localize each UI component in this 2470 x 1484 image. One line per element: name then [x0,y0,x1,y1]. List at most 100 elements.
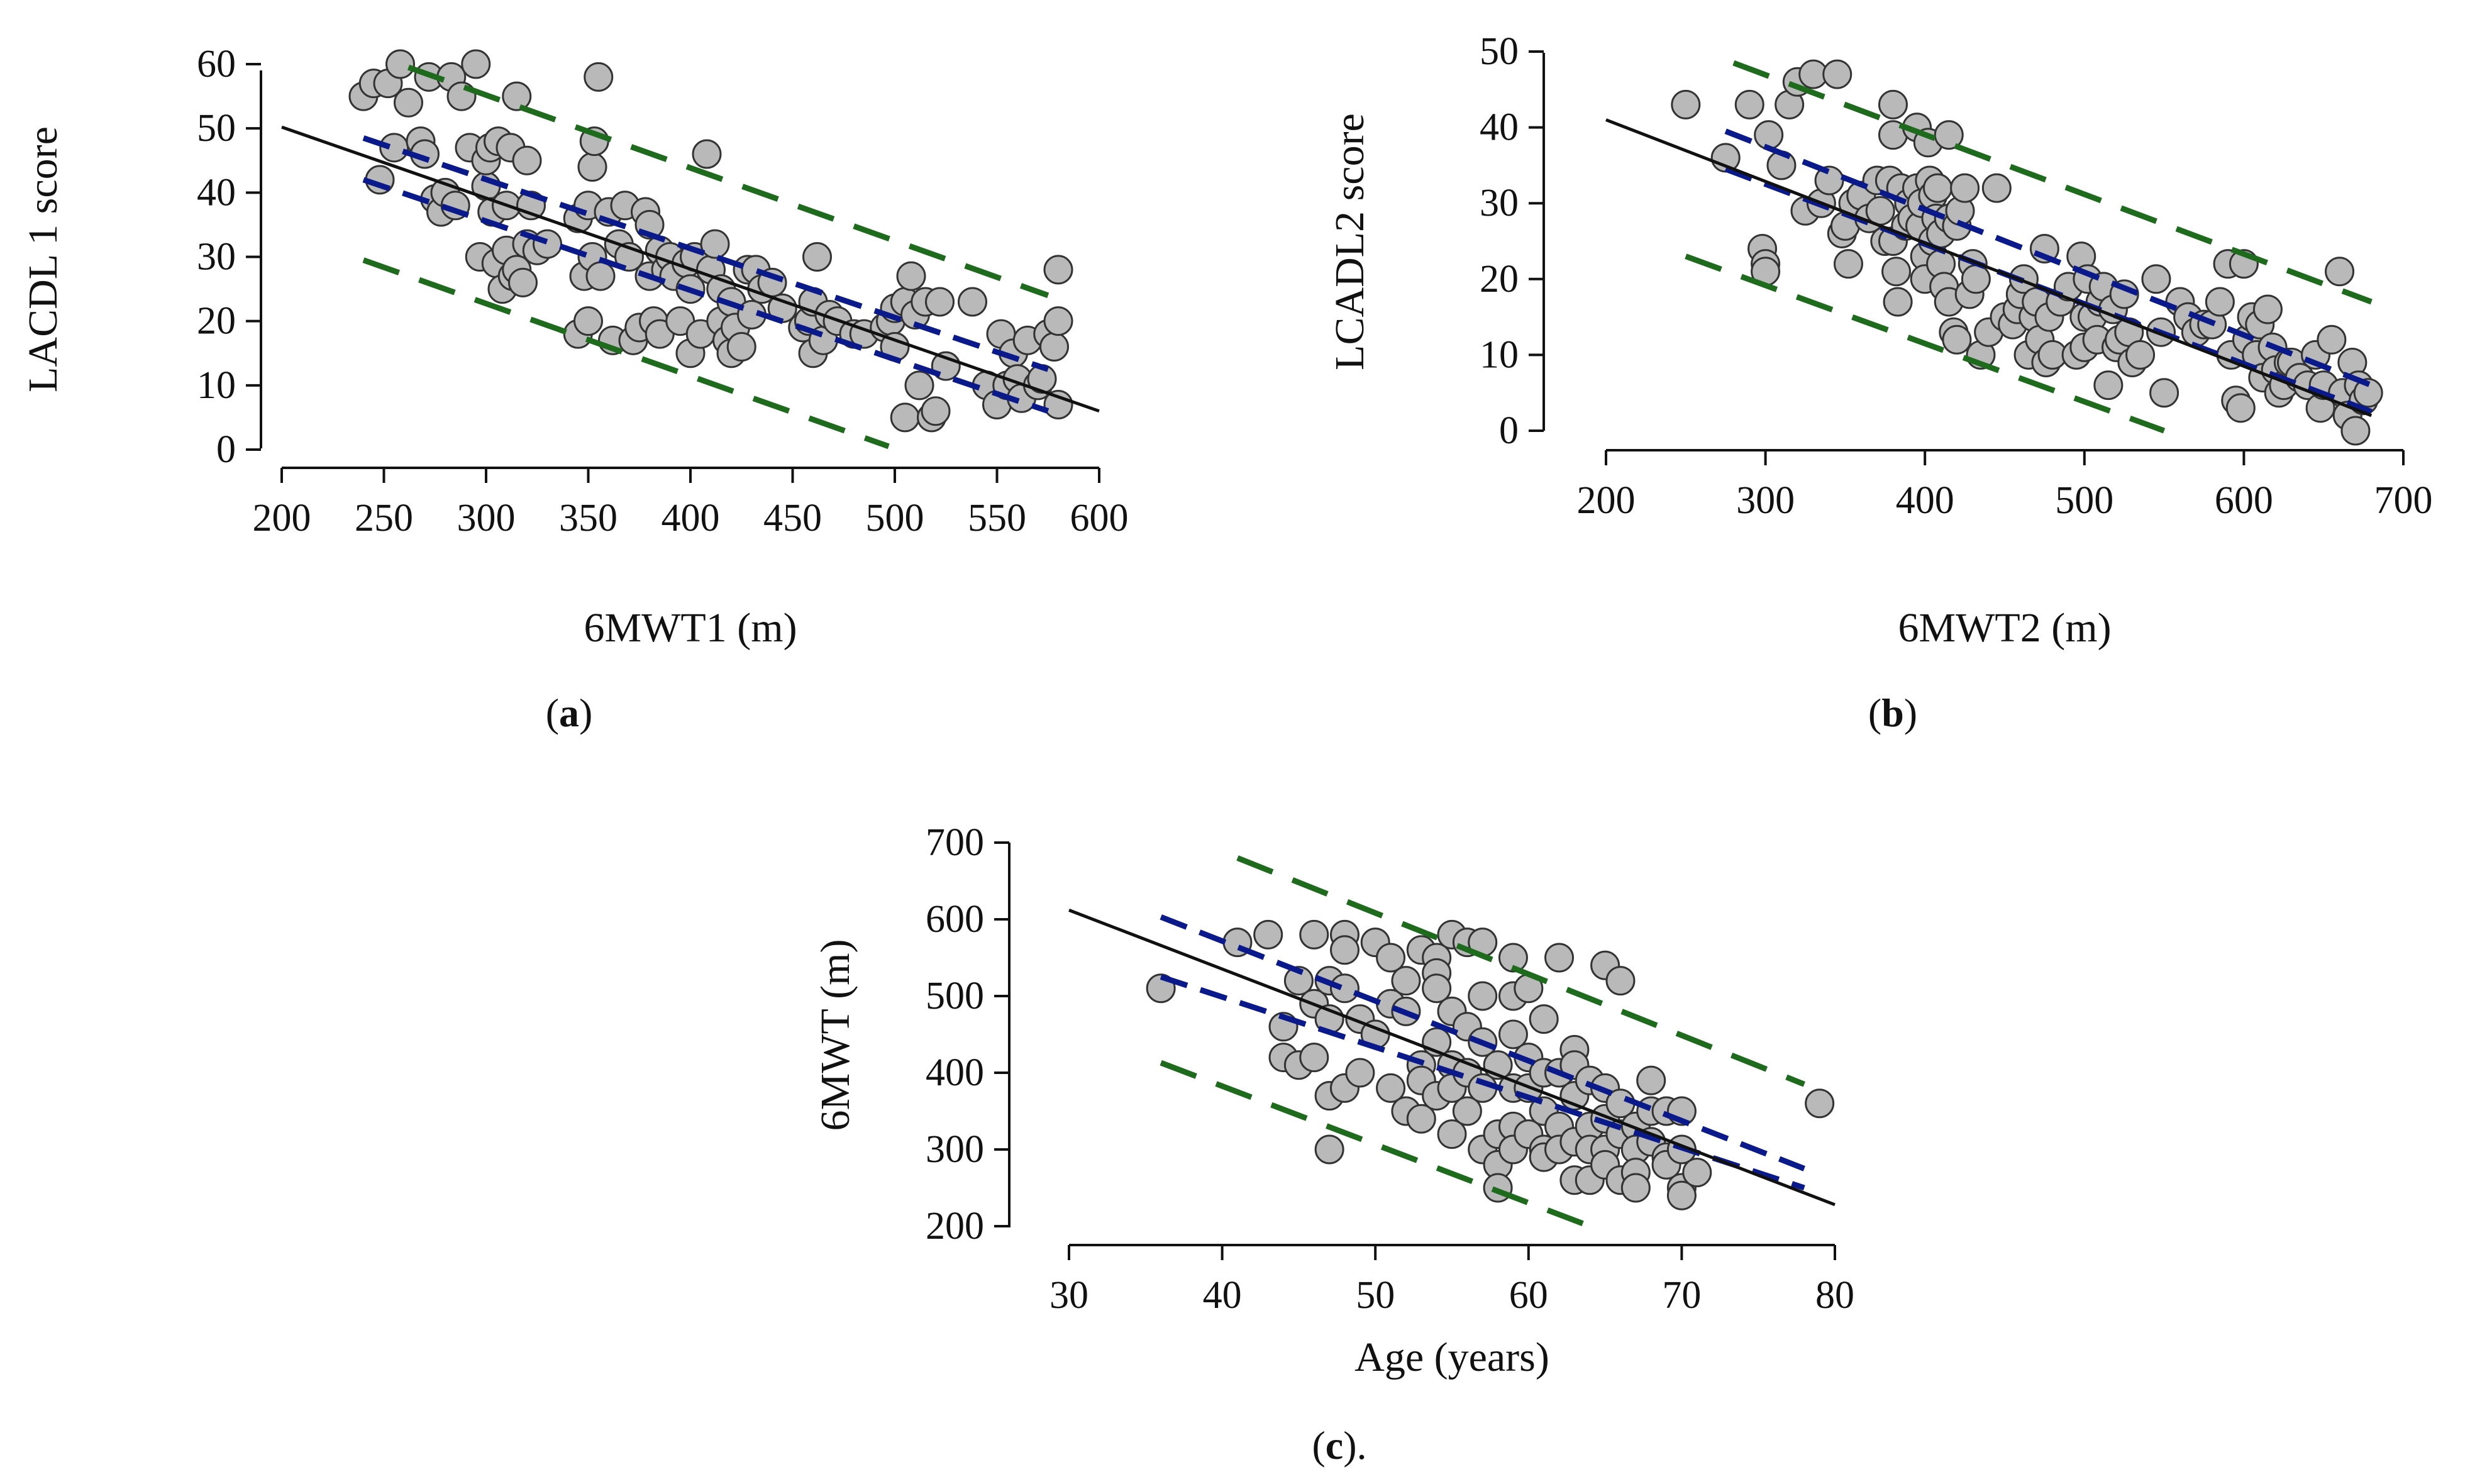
c-data-point [1314,1134,1344,1165]
panel-b-chart: 200 300 400 500 600 700 0 10 20 30 40 50 6MWT2 (m) LC… [1327,30,2433,735]
b-data-point [1961,264,1991,294]
a-data-point [394,87,423,118]
c-data-point [1253,919,1283,950]
b-data-point [2353,378,2383,408]
a-x-tick-label: 250 [355,497,413,540]
c-data-point [1498,943,1528,973]
b-x-axis-title: 6MWT2 (m) [1898,605,2111,651]
c-data-point [1299,1043,1329,1073]
b-prediction-band-lower [1685,253,2166,434]
b-x-tick-label: 200 [1577,479,1636,522]
c-y-tick-label: 600 [926,898,984,941]
c-data-point [1544,943,1575,973]
c-data-point [1422,973,1452,1004]
a-data-point [584,62,614,92]
a-x-tick-label: 400 [662,497,720,540]
a-data-point [904,370,934,401]
b-confidence-band-upper [1724,128,2373,388]
b-data-point [1833,249,1863,279]
a-y-tick-label: 0 [216,428,236,471]
b-data-point [2125,340,2156,370]
a-y-tick-label: 40 [197,171,236,214]
c-y-tick-label: 400 [926,1051,984,1094]
c-data-point [1345,1058,1375,1088]
c-x-tick-label: 50 [1356,1274,1395,1317]
b-data-point [2325,257,2355,287]
c-data-point [1283,966,1314,996]
b-y-tick-label: 10 [1480,333,1519,376]
b-data-point [1922,173,1952,203]
a-confidence-band-lower [362,177,1049,414]
a-data-point [925,287,955,317]
b-y-tick-label: 20 [1480,258,1519,301]
b-data-point [2141,264,2171,294]
c-x-tick-label: 80 [1815,1274,1854,1317]
c-y-tick-label: 200 [926,1205,984,1248]
a-data-point [1043,255,1073,285]
a-data-point [385,49,415,79]
c-panel-caption: (c). [1312,1423,1366,1468]
b-x-tick-label: 500 [2055,479,2113,522]
c-data-point [1805,1088,1835,1119]
a-x-axis-title: 6MWT1 (m) [584,605,797,651]
a-y-tick-label: 30 [197,236,236,279]
a-data-point [508,267,538,297]
a-data-point [461,49,491,79]
a-data-point [573,306,603,336]
b-data-point [1754,120,1784,150]
a-y-tick-label: 60 [197,43,236,86]
b-x-tick-label: 400 [1896,479,1954,522]
a-prediction-band-lower [362,257,890,450]
b-data-point [1881,257,1912,287]
c-confidence-band-upper [1160,914,1805,1171]
c-prediction-band-lower [1160,1060,1591,1229]
a-regression-line [281,125,1100,413]
b-y-tick-label: 50 [1480,30,1519,73]
b-data-point [1814,165,1844,196]
b-panel-caption: (b) [1868,690,1917,735]
b-regression-line [1605,118,2373,418]
b-data-point [1822,59,1852,89]
a-data-point [726,332,756,362]
b-data-point [2317,324,2347,355]
a-x-tick-label: 200 [253,497,311,540]
c-data-point [1620,1173,1651,1203]
a-data-point [890,402,920,433]
c-data-point [1529,1004,1559,1034]
a-panel-caption: (a) [546,690,593,735]
c-prediction-band-upper [1236,855,1805,1087]
a-x-tick-label: 350 [559,497,618,540]
a-y-tick-label: 50 [197,107,236,150]
b-x-tick-label: 700 [2374,479,2433,522]
a-data-point [512,145,542,175]
b-x-tick-label: 300 [1736,479,1795,522]
c-data-point [1391,966,1421,996]
a-data-point [700,229,730,259]
a-data-point [921,396,951,426]
b-data-point [1671,89,1701,119]
a-data-point [585,261,616,291]
b-data-point [2149,378,2179,408]
c-x-tick-label: 40 [1203,1274,1242,1317]
b-data-point [2225,393,2256,423]
c-data-point [1437,1119,1467,1149]
a-x-tick-label: 600 [1070,497,1129,540]
c-data-point [1452,1096,1482,1126]
b-y-tick-label: 40 [1480,106,1519,149]
a-confidence-band-upper [362,135,1049,372]
a-data-point [1039,332,1069,362]
c-y-axis-title: 6MWT (m) [812,939,858,1131]
a-x-tick-label: 550 [968,497,1026,540]
a-data-point [577,152,607,182]
c-x-tick-label: 70 [1662,1274,1701,1317]
c-data-point [1299,919,1329,950]
a-data-point [1043,306,1073,336]
c-data-point [1636,1065,1666,1095]
panel-c-chart: 30 40 50 60 70 80 200 300 400 500 600 700 Age (years… [812,821,1854,1468]
b-x-tick-label: 600 [2215,479,2273,522]
a-x-tick-label: 300 [457,497,516,540]
c-y-tick-label: 300 [926,1128,984,1171]
a-data-point [692,139,722,169]
b-data-point [1883,287,1913,317]
